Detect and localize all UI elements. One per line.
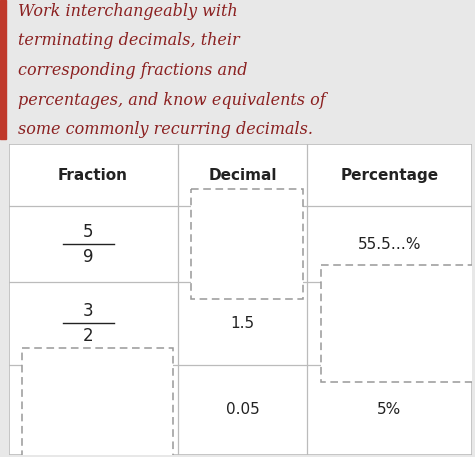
Text: Work interchangeably with: Work interchangeably with xyxy=(18,3,238,20)
Bar xyxy=(0,0,6,139)
Text: 0.05: 0.05 xyxy=(226,402,259,417)
Text: Percentage: Percentage xyxy=(341,168,438,182)
Text: 3: 3 xyxy=(83,302,94,320)
Text: 1.5: 1.5 xyxy=(230,316,255,331)
Text: 5: 5 xyxy=(83,223,94,241)
Text: some commonly recurring decimals.: some commonly recurring decimals. xyxy=(18,121,313,138)
Bar xyxy=(321,265,475,382)
Text: Fraction: Fraction xyxy=(58,168,128,182)
Text: 9: 9 xyxy=(83,248,94,266)
Bar xyxy=(191,189,303,299)
Text: Decimal: Decimal xyxy=(208,168,276,182)
Text: 55.5…%: 55.5…% xyxy=(358,237,421,252)
Text: 5%: 5% xyxy=(377,402,401,417)
Text: corresponding fractions and: corresponding fractions and xyxy=(18,62,247,79)
Text: 2: 2 xyxy=(83,327,94,345)
Bar xyxy=(22,347,173,457)
Text: terminating decimals, their: terminating decimals, their xyxy=(18,32,240,49)
Text: percentages, and know equivalents of: percentages, and know equivalents of xyxy=(18,91,326,108)
